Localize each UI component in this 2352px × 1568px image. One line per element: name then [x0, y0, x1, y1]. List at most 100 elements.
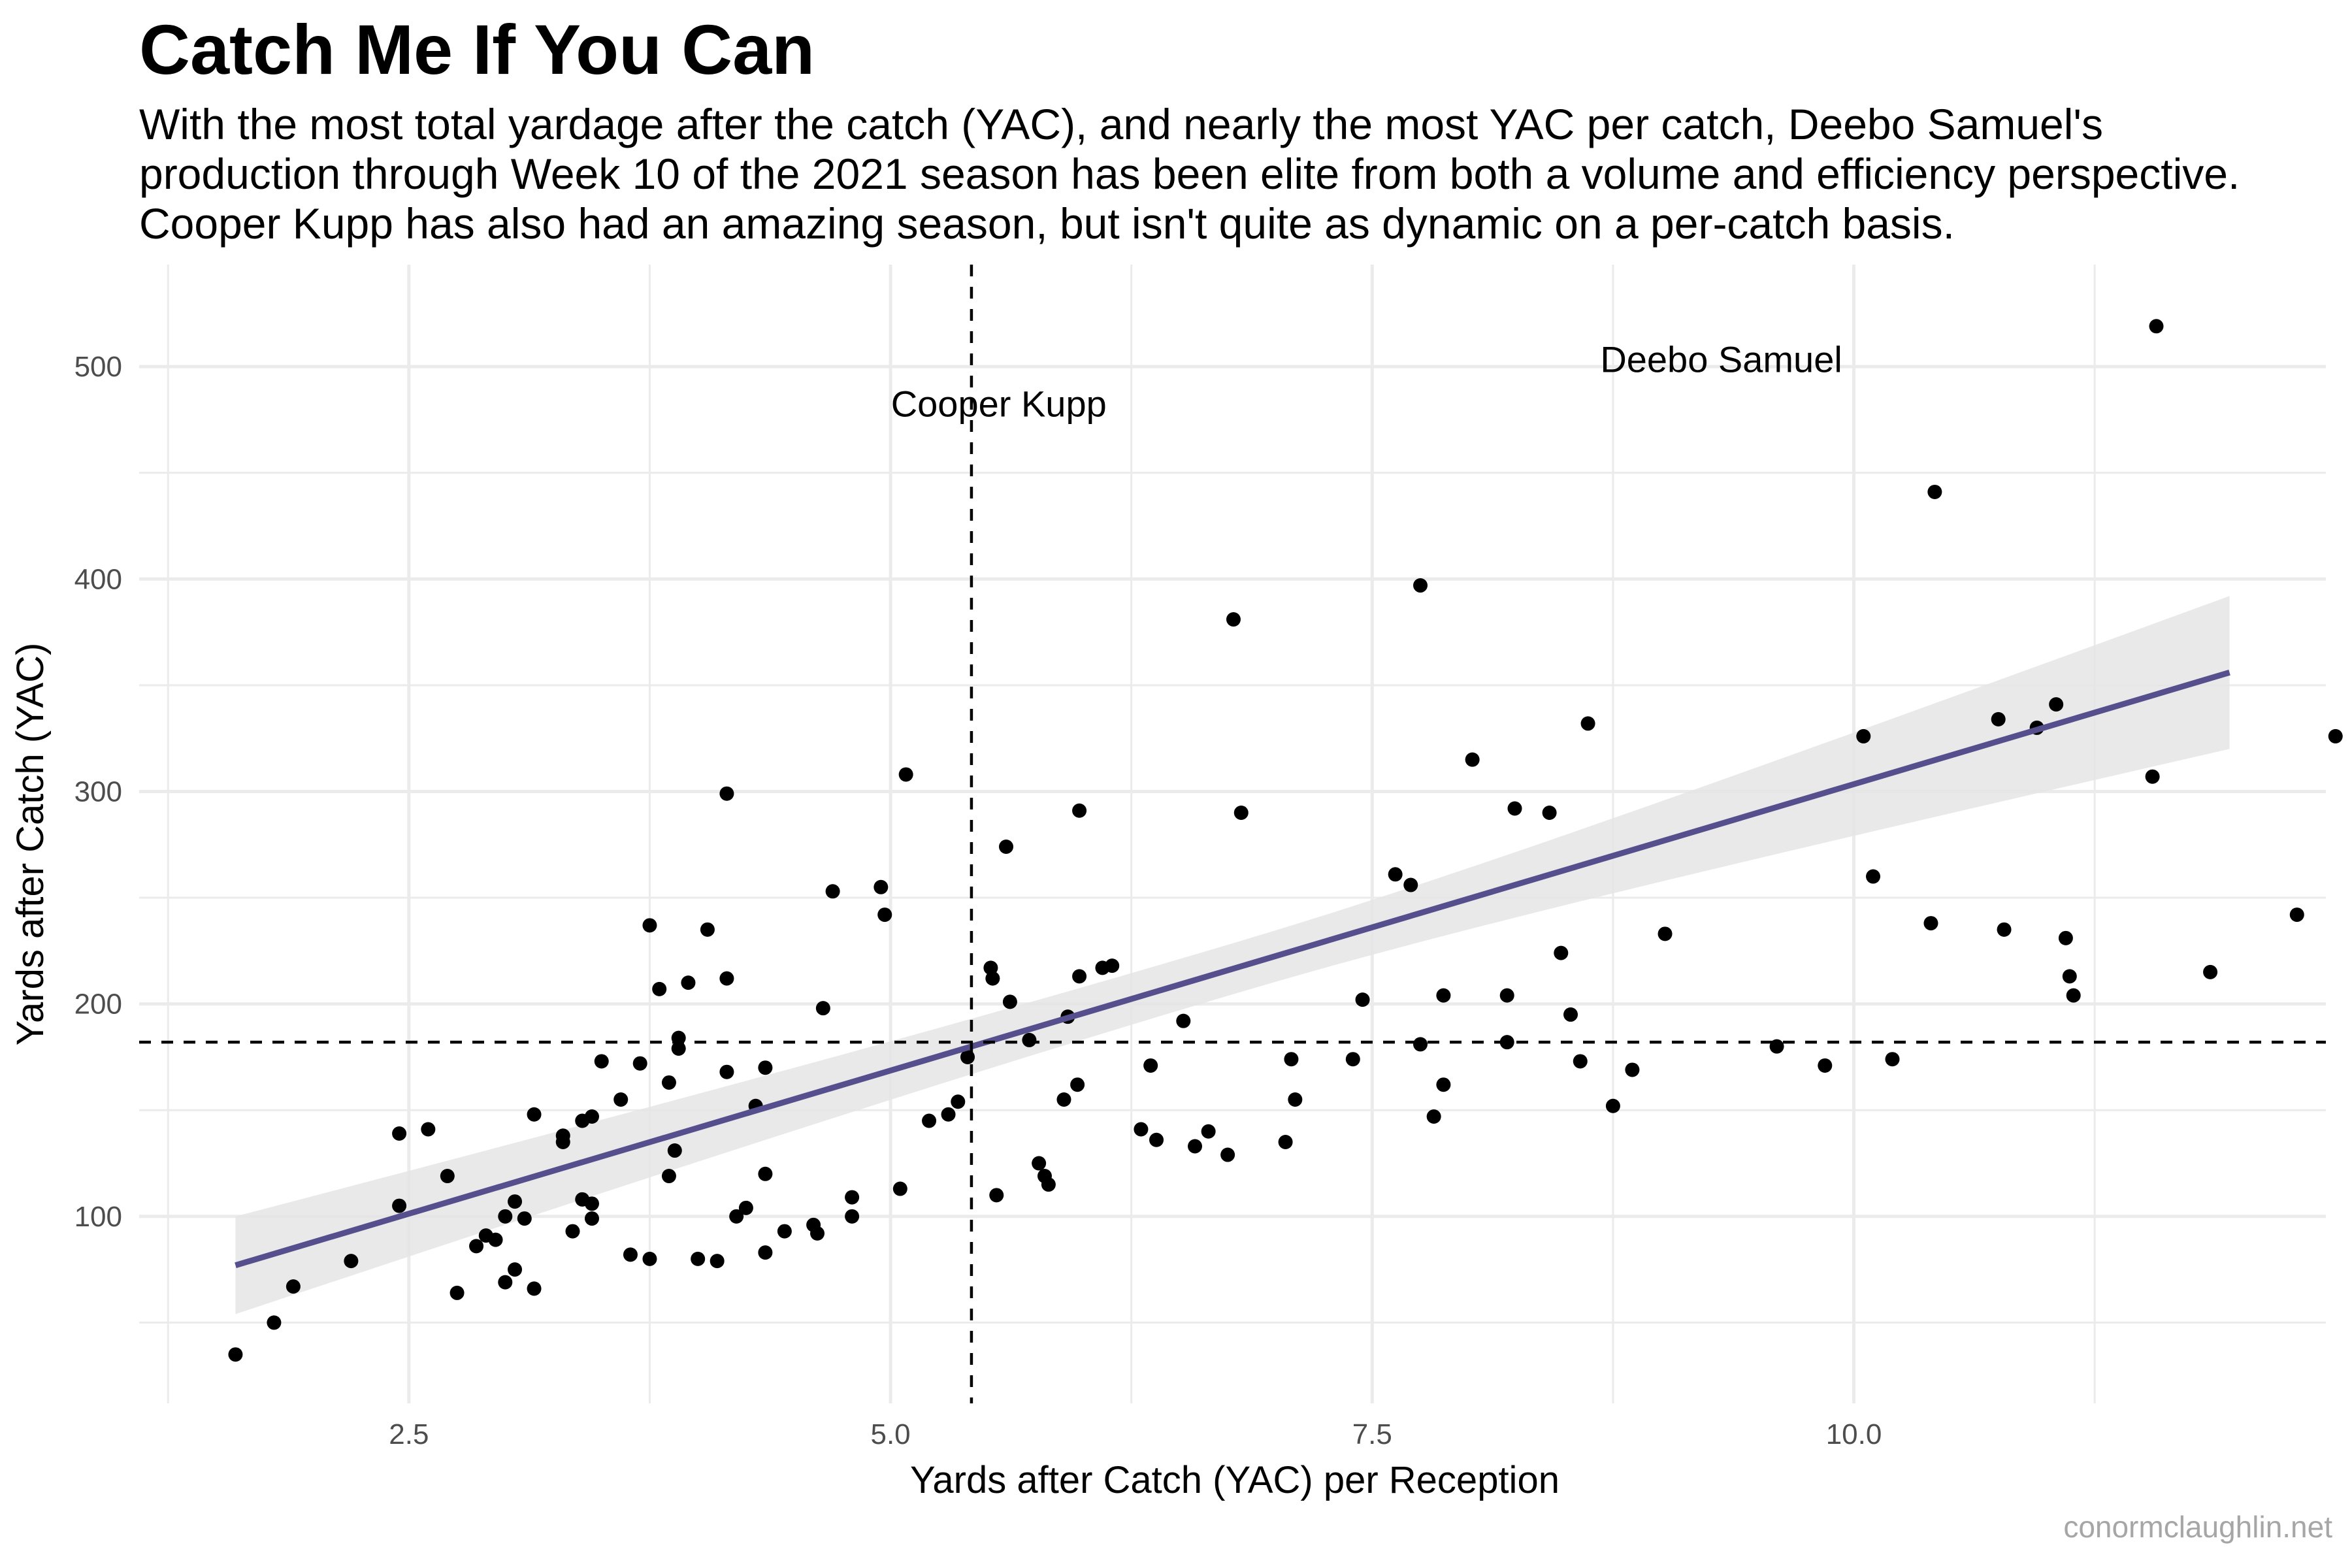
- reference-lines-layer: [139, 265, 2326, 1403]
- annotation-label: Cooper Kupp: [891, 384, 1107, 425]
- data-point: [623, 1247, 638, 1262]
- data-point: [440, 1169, 455, 1184]
- data-point: [1403, 877, 1418, 892]
- data-point: [1605, 1098, 1620, 1113]
- data-point: [1041, 1177, 1056, 1192]
- data-point: [892, 1181, 907, 1196]
- data-point: [508, 1262, 523, 1277]
- data-point: [877, 907, 892, 923]
- data-point: [2062, 969, 2077, 984]
- credit-text: conormclaughlin.net: [2063, 1510, 2332, 1544]
- data-point: [1032, 1156, 1047, 1171]
- data-point: [421, 1122, 436, 1137]
- data-point: [1278, 1135, 1293, 1150]
- data-point: [1070, 1077, 1085, 1092]
- data-point: [1465, 752, 1480, 767]
- data-point: [2058, 930, 2073, 945]
- x-tick-label: 7.5: [1352, 1418, 1392, 1450]
- data-point: [565, 1224, 580, 1239]
- data-point: [584, 1109, 599, 1124]
- x-axis-label: Yards after Catch (YAC) per Reception: [910, 1459, 1560, 1501]
- data-point: [1072, 969, 1087, 984]
- trend-line-layer: [235, 670, 2230, 1268]
- data-point: [758, 1245, 773, 1260]
- data-point: [1149, 1132, 1164, 1147]
- data-point: [1554, 945, 1569, 960]
- x-tick-label: 5.0: [870, 1418, 910, 1450]
- data-point: [845, 1209, 860, 1224]
- chart-subtitle: With the most total yardage after the ca…: [139, 99, 2328, 248]
- data-points-layer: [228, 319, 2343, 1362]
- data-point: [344, 1254, 359, 1269]
- data-point: [1923, 916, 1938, 931]
- data-point: [985, 971, 1000, 986]
- data-point: [777, 1224, 792, 1239]
- data-point: [1134, 1122, 1149, 1137]
- data-point: [1856, 728, 1871, 743]
- data-point: [1507, 801, 1522, 816]
- data-point: [286, 1279, 301, 1294]
- data-point: [1233, 805, 1249, 820]
- data-point: [1573, 1054, 1588, 1069]
- data-point: [1991, 711, 2006, 727]
- data-point: [758, 1060, 773, 1075]
- annotation-label: Deebo Samuel: [1600, 338, 1842, 380]
- data-point: [267, 1315, 282, 1330]
- data-point: [661, 1169, 676, 1184]
- data-point: [1284, 1052, 1299, 1067]
- data-point: [517, 1211, 532, 1226]
- data-point: [469, 1239, 484, 1254]
- data-point: [1818, 1058, 1833, 1073]
- data-point: [1769, 1039, 1784, 1054]
- data-point: [584, 1211, 599, 1226]
- data-point: [922, 1113, 937, 1128]
- data-point: [1022, 1032, 1037, 1047]
- y-tick-label: 100: [74, 1201, 122, 1233]
- data-point: [488, 1232, 503, 1247]
- data-point: [1542, 805, 1557, 820]
- data-point: [671, 1041, 686, 1056]
- data-point: [498, 1209, 513, 1224]
- data-point: [2066, 988, 2081, 1003]
- data-point: [1413, 1037, 1428, 1052]
- data-point: [498, 1275, 513, 1290]
- data-point: [941, 1107, 956, 1122]
- data-point: [898, 767, 913, 782]
- data-point: [1436, 1077, 1451, 1092]
- data-point: [667, 1143, 682, 1158]
- data-point: [527, 1281, 542, 1296]
- data-point: [1288, 1092, 1303, 1107]
- data-point: [810, 1226, 825, 1241]
- data-point: [1426, 1109, 1441, 1124]
- data-point: [1201, 1124, 1216, 1139]
- data-point: [584, 1196, 599, 1211]
- data-point: [1866, 869, 1881, 884]
- data-point: [2328, 728, 2343, 743]
- data-point: [719, 786, 734, 801]
- data-point: [632, 1056, 647, 1071]
- confidence-band: [235, 596, 2230, 1315]
- data-point: [1499, 1035, 1514, 1050]
- data-point: [951, 1094, 966, 1109]
- x-tick-label: 2.5: [389, 1418, 429, 1450]
- data-point: [2289, 907, 2304, 923]
- data-point: [392, 1198, 407, 1213]
- data-point: [1056, 1092, 1071, 1107]
- data-point: [228, 1347, 243, 1362]
- data-point: [999, 840, 1014, 855]
- data-point: [1220, 1147, 1235, 1162]
- subtitle-line-3: Cooper Kupp has also had an amazing seas…: [139, 199, 1955, 248]
- data-point: [1658, 926, 1673, 941]
- data-point: [758, 1166, 773, 1181]
- annotations-layer: Cooper Kupp Deebo Samuel: [891, 338, 1842, 424]
- data-point: [719, 1064, 734, 1079]
- data-point: [661, 1075, 676, 1090]
- data-point: [642, 1251, 657, 1266]
- data-point: [555, 1135, 570, 1150]
- data-point: [1002, 994, 1017, 1009]
- data-point: [1143, 1058, 1158, 1073]
- data-point: [1625, 1062, 1640, 1077]
- data-point: [2049, 697, 2064, 712]
- data-point: [1499, 988, 1514, 1003]
